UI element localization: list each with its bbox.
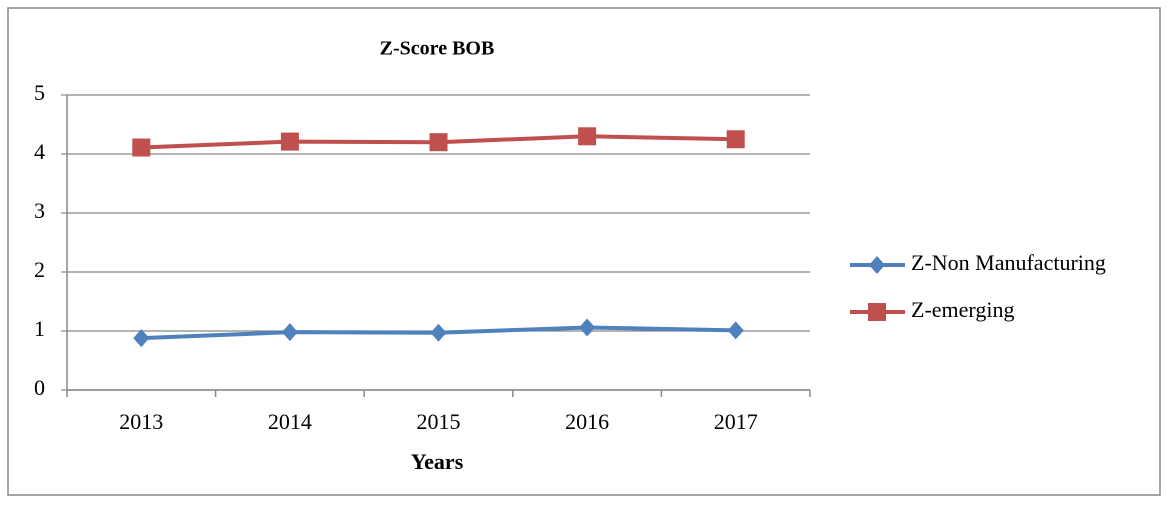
y-tick-label: 2 <box>34 257 45 282</box>
y-tick-label: 5 <box>34 80 45 105</box>
marker <box>281 323 298 342</box>
legend-label: Z-emerging <box>911 297 1014 322</box>
chart-border <box>7 7 1161 496</box>
y-tick-label: 1 <box>34 316 45 341</box>
marker <box>726 130 745 149</box>
chart-title: Z-Score BOB <box>380 38 495 60</box>
x-tick-label: 2017 <box>714 409 758 434</box>
marker <box>429 133 448 152</box>
y-tick-label: 3 <box>34 198 45 223</box>
y-tick-label: 4 <box>34 139 45 164</box>
x-tick-label: 2016 <box>565 409 609 434</box>
legend-label: Z-Non Manufacturing <box>911 250 1106 275</box>
marker <box>430 323 447 342</box>
marker <box>579 318 596 337</box>
marker <box>868 303 886 321</box>
marker <box>132 138 151 157</box>
marker <box>727 321 744 340</box>
y-tick-label: 0 <box>34 375 45 400</box>
x-tick-label: 2015 <box>417 409 461 434</box>
x-tick-label: 2014 <box>268 409 312 434</box>
marker <box>133 329 150 348</box>
marker <box>869 256 885 274</box>
marker <box>280 132 299 151</box>
marker <box>578 127 597 146</box>
x-axis-title: Years <box>411 449 464 474</box>
x-tick-label: 2013 <box>119 409 163 434</box>
